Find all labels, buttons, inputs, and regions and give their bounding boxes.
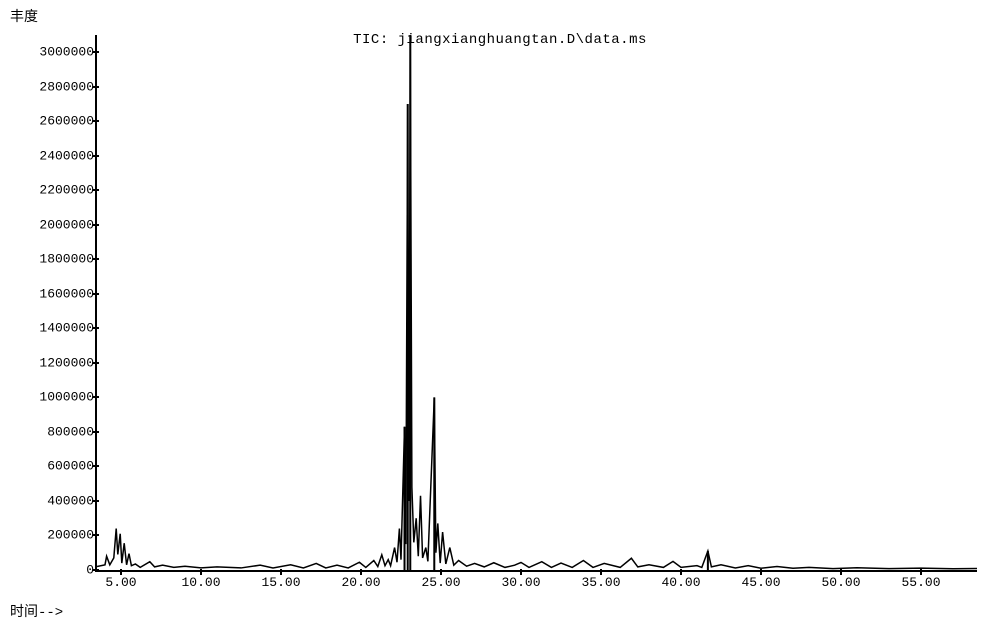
x-tick-label: 20.00 (341, 570, 380, 590)
y-tick-label: 2200000 (39, 183, 97, 198)
y-tick-label: 1600000 (39, 286, 97, 301)
peak-spike (409, 35, 411, 570)
x-tick-label: 10.00 (181, 570, 220, 590)
y-axis-label: 丰度 (10, 6, 38, 26)
x-tick-label: 50.00 (821, 570, 860, 590)
x-tick-label: 45.00 (741, 570, 780, 590)
y-tick-label: 600000 (47, 459, 97, 474)
x-tick-label: 25.00 (421, 570, 460, 590)
y-tick-label: 2400000 (39, 148, 97, 163)
peak-spike (433, 397, 435, 570)
y-tick-label: 3000000 (39, 45, 97, 60)
x-tick-label: 55.00 (901, 570, 940, 590)
chromatogram-figure: 丰度 TIC: jiangxianghuangtan.D\data.ms 020… (0, 0, 1000, 625)
y-tick-label: 400000 (47, 493, 97, 508)
x-axis-label: 时间--> (10, 601, 63, 621)
y-tick-label: 2600000 (39, 114, 97, 129)
y-tick-label: 1200000 (39, 355, 97, 370)
x-tick-label: 35.00 (581, 570, 620, 590)
chromatogram-trace (97, 35, 977, 570)
y-tick-label: 1000000 (39, 390, 97, 405)
y-tick-label: 2800000 (39, 79, 97, 94)
x-tick-label: 15.00 (261, 570, 300, 590)
y-tick-label: 1800000 (39, 252, 97, 267)
y-tick-label: 200000 (47, 528, 97, 543)
x-tick-label: 30.00 (501, 570, 540, 590)
y-tick-label: 2000000 (39, 217, 97, 232)
y-tick-label: 1400000 (39, 321, 97, 336)
tic-trace (97, 35, 977, 569)
peak-spike (407, 104, 409, 570)
y-tick-label: 800000 (47, 424, 97, 439)
peak-spike (707, 551, 709, 570)
x-tick-label: 5.00 (105, 570, 136, 590)
x-tick-label: 40.00 (661, 570, 700, 590)
y-tick-label: 0 (86, 563, 97, 578)
peak-spike (404, 427, 406, 570)
plot-area: 0200000400000600000800000100000012000001… (95, 35, 977, 572)
